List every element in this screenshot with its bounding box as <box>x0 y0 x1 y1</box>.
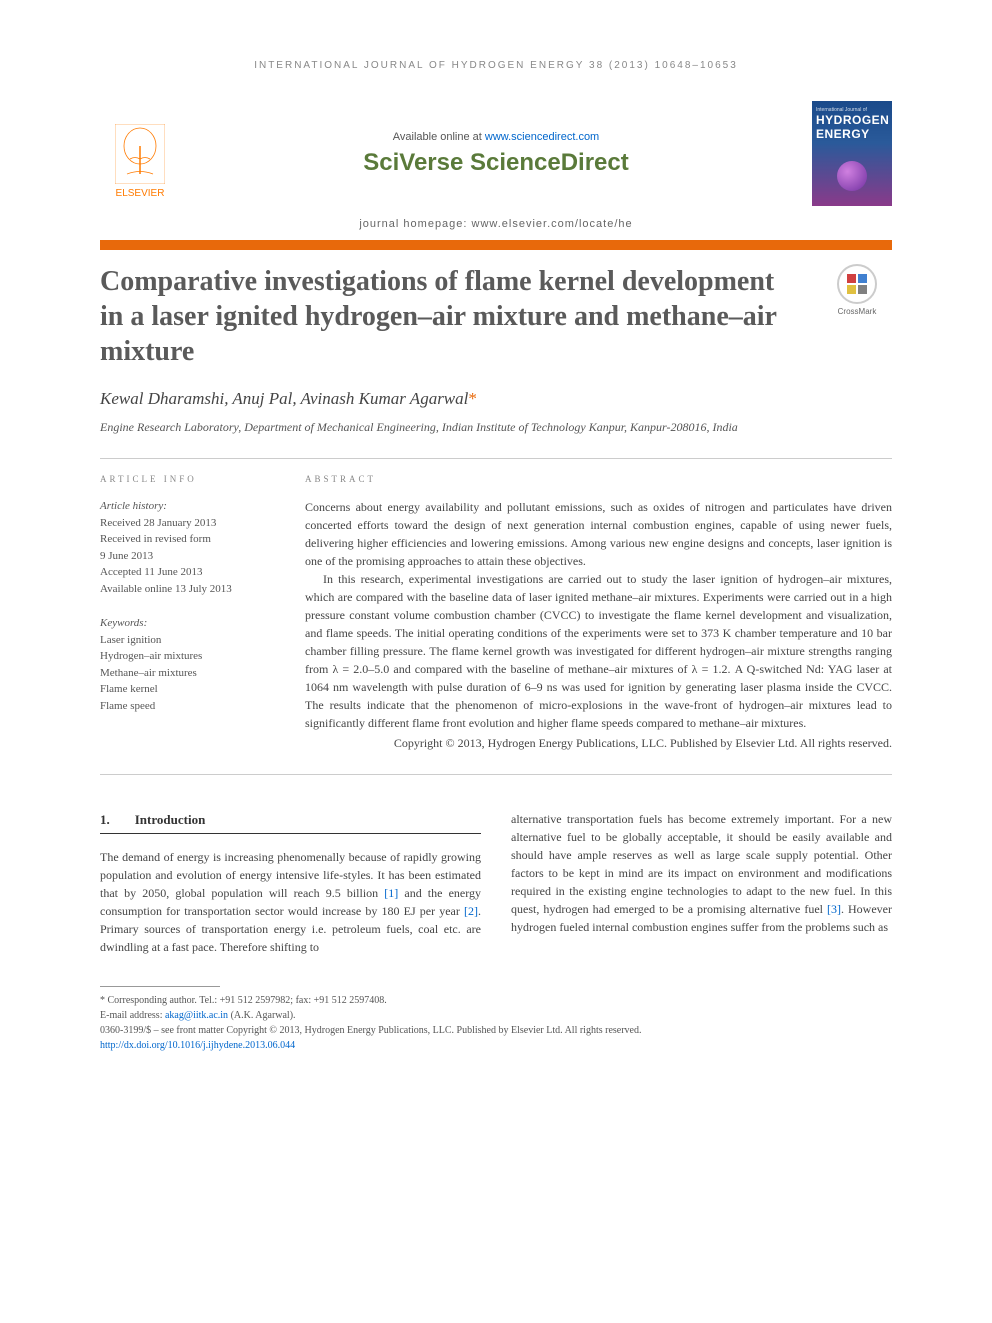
keyword: Hydrogen–air mixtures <box>100 648 275 665</box>
history-item: Accepted 11 June 2013 <box>100 564 275 581</box>
abstract-para: Concerns about energy availability and p… <box>305 498 892 570</box>
email-link[interactable]: akag@iitk.ac.in <box>165 1010 228 1021</box>
title-row: Comparative investigations of flame kern… <box>100 264 892 369</box>
page: INTERNATIONAL JOURNAL OF HYDROGEN ENERGY… <box>0 0 992 1093</box>
available-online: Available online at www.sciencedirect.co… <box>200 131 792 143</box>
journal-cover[interactable]: International Journal of HYDROGEN ENERGY <box>812 101 892 206</box>
section-heading: 1. Introduction <box>100 810 481 834</box>
keyword: Methane–air mixtures <box>100 665 275 682</box>
ref-link[interactable]: [2] <box>464 904 478 918</box>
divider <box>100 774 892 775</box>
cover-line2: ENERGY <box>816 127 888 141</box>
footnotes: * Corresponding author. Tel.: +91 512 25… <box>100 993 892 1053</box>
email-line: E-mail address: akag@iitk.ac.in (A.K. Ag… <box>100 1008 892 1023</box>
body-para: The demand of energy is increasing pheno… <box>100 848 481 956</box>
elsevier-logo[interactable]: ELSEVIER <box>100 109 180 199</box>
article-title: Comparative investigations of flame kern… <box>100 264 802 369</box>
journal-homepage: journal homepage: www.elsevier.com/locat… <box>100 218 892 230</box>
history-item: Available online 13 July 2013 <box>100 581 275 598</box>
ref-link[interactable]: [1] <box>384 886 398 900</box>
crossmark-circle-icon <box>837 264 877 304</box>
history-label: Article history: <box>100 498 275 515</box>
section-number: 1. <box>100 810 110 830</box>
doi-link[interactable]: http://dx.doi.org/10.1016/j.ijhydene.201… <box>100 1040 295 1051</box>
history-item: Received in revised form <box>100 531 275 548</box>
article-info-label: ARTICLE INFO <box>100 473 275 487</box>
ref-link[interactable]: [3] <box>827 902 841 916</box>
left-column: 1. Introduction The demand of energy is … <box>100 810 481 956</box>
cover-orb-icon <box>837 161 867 191</box>
body-columns: 1. Introduction The demand of energy is … <box>100 810 892 956</box>
abstract-copyright: Copyright © 2013, Hydrogen Energy Public… <box>305 734 892 752</box>
cover-small-text: International Journal of <box>816 107 888 113</box>
crossmark-label: CrossMark <box>838 307 877 316</box>
abstract: ABSTRACT Concerns about energy availabil… <box>305 473 892 753</box>
abstract-label: ABSTRACT <box>305 473 892 487</box>
corresponding-marker: * <box>468 389 477 408</box>
article-info: ARTICLE INFO Article history: Received 2… <box>100 473 275 753</box>
sciverse-brand: SciVerse ScienceDirect <box>200 149 792 177</box>
corresponding-author-note: * Corresponding author. Tel.: +91 512 25… <box>100 993 892 1008</box>
running-head: INTERNATIONAL JOURNAL OF HYDROGEN ENERGY… <box>100 60 892 71</box>
body-para: alternative transportation fuels has bec… <box>511 810 892 936</box>
affiliation: Engine Research Laboratory, Department o… <box>100 419 892 436</box>
front-matter: 0360-3199/$ – see front matter Copyright… <box>100 1023 892 1038</box>
elsevier-tree-icon <box>115 124 165 184</box>
center-header: Available online at www.sciencedirect.co… <box>200 131 792 177</box>
keyword: Flame kernel <box>100 681 275 698</box>
abstract-para: In this research, experimental investiga… <box>305 570 892 732</box>
history-item: Received 28 January 2013 <box>100 515 275 532</box>
sciencedirect-link[interactable]: www.sciencedirect.com <box>485 131 599 143</box>
elsevier-label: ELSEVIER <box>116 188 165 199</box>
right-column: alternative transportation fuels has bec… <box>511 810 892 956</box>
keyword: Flame speed <box>100 698 275 715</box>
footnote-separator <box>100 986 220 987</box>
history-item: 9 June 2013 <box>100 548 275 565</box>
keywords-label: Keywords: <box>100 615 275 632</box>
section-title: Introduction <box>135 810 206 830</box>
divider <box>100 458 892 459</box>
info-abstract-row: ARTICLE INFO Article history: Received 2… <box>100 473 892 753</box>
orange-divider <box>100 240 892 250</box>
header-block: ELSEVIER Available online at www.science… <box>100 101 892 206</box>
cover-line1: HYDROGEN <box>816 113 888 127</box>
keyword: Laser ignition <box>100 632 275 649</box>
crossmark-badge[interactable]: CrossMark <box>822 264 892 316</box>
authors: Kewal Dharamshi, Anuj Pal, Avinash Kumar… <box>100 389 892 409</box>
